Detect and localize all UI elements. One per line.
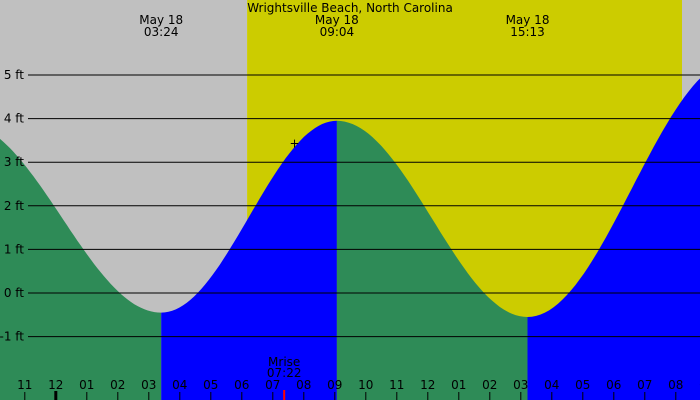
extreme-date-label: May 18 xyxy=(506,13,550,27)
y-axis-labels: 5 ft 4 ft 3 ft 2 ft 1 ft 0 ft -1 ft xyxy=(0,68,24,344)
rising-tide-area xyxy=(161,120,337,400)
x-tick-label: 08 xyxy=(668,378,683,392)
rising-tide-area xyxy=(527,78,700,400)
x-tick-label: 10 xyxy=(358,378,373,392)
y-tick-label: -1 ft xyxy=(0,330,24,344)
x-tick-label: 07 xyxy=(637,378,652,392)
x-tick-label: 09 xyxy=(327,378,342,392)
horizontal-gridlines xyxy=(28,74,700,338)
extreme-time-label: 15:13 xyxy=(510,25,545,39)
extreme-time-label: 03:24 xyxy=(144,25,179,39)
moonrise-label: Mrise xyxy=(268,355,300,369)
x-tick-label: 12 xyxy=(420,378,435,392)
x-tick-label: 02 xyxy=(110,378,125,392)
extreme-date-label: May 18 xyxy=(315,13,359,27)
extreme-date-label: May 18 xyxy=(139,13,183,27)
x-tick-label: 05 xyxy=(575,378,590,392)
x-tick-label: 03 xyxy=(141,378,156,392)
midnight-tick-mark xyxy=(54,391,58,400)
x-tick-label: 11 xyxy=(17,378,32,392)
x-tick-label: 02 xyxy=(482,378,497,392)
x-axis-ticks: 11 12 01 02 03 04 05 06 07 08 09 10 11 12 01 02 03 04 05 06… xyxy=(17,378,700,400)
x-tick-label: 04 xyxy=(544,378,559,392)
x-tick-label: 06 xyxy=(606,378,621,392)
x-tick-label: 01 xyxy=(79,378,94,392)
falling-tide-area xyxy=(0,138,162,400)
x-tick-label: 04 xyxy=(172,378,187,392)
y-tick-label: 2 ft xyxy=(4,199,24,213)
x-tick-label: 03 xyxy=(513,378,528,392)
current-time-marker: + xyxy=(289,137,299,151)
x-tick-label: 12 xyxy=(48,378,63,392)
y-tick-label: 1 ft xyxy=(4,242,24,256)
x-tick-label: 01 xyxy=(451,378,466,392)
current-position-marker: + xyxy=(289,137,299,151)
y-tick-label: 3 ft xyxy=(4,155,24,169)
falling-tide-area xyxy=(336,120,528,400)
x-tick-label: 05 xyxy=(203,378,218,392)
x-tick-label: 11 xyxy=(389,378,404,392)
y-tick-label: 4 ft xyxy=(4,112,24,126)
x-tick-label: 08 xyxy=(296,378,311,392)
tide-areas xyxy=(0,78,700,400)
x-tick-label: 07 xyxy=(265,378,280,392)
x-tick-label: 06 xyxy=(234,378,249,392)
chart-title: Wrightsville Beach, North Carolina xyxy=(247,1,453,15)
y-tick-label: 0 ft xyxy=(4,286,24,300)
extreme-time-label: 09:04 xyxy=(320,25,355,39)
y-tick-label: 5 ft xyxy=(4,68,24,82)
moonrise-time: 07:22 xyxy=(267,366,302,380)
